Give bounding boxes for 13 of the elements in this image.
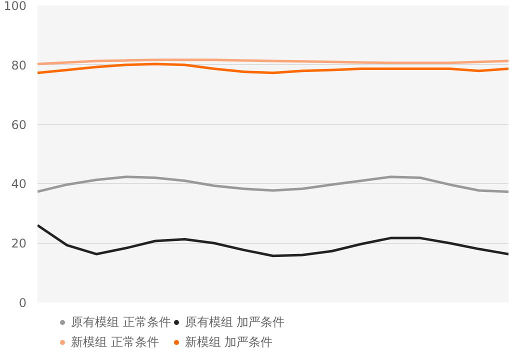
y-tick-label: 40 bbox=[11, 177, 27, 192]
legend-label: 原有模组 正常条件 bbox=[71, 314, 171, 330]
y-tick-label: 20 bbox=[11, 236, 27, 251]
line-series bbox=[38, 176, 508, 193]
line-series bbox=[38, 62, 508, 74]
y-tick-label: 100 bbox=[4, 0, 26, 13]
legend-label: 新模组 正常条件 bbox=[71, 334, 159, 350]
y-tick-label: 0 bbox=[18, 296, 27, 310]
legend-label: 新模组 加严条件 bbox=[184, 334, 273, 350]
line-series bbox=[38, 224, 508, 258]
legend-label: 原有模组 加严条件 bbox=[184, 314, 285, 330]
y-tick-label: 80 bbox=[11, 58, 27, 72]
y-tick-label: 60 bbox=[11, 118, 27, 132]
